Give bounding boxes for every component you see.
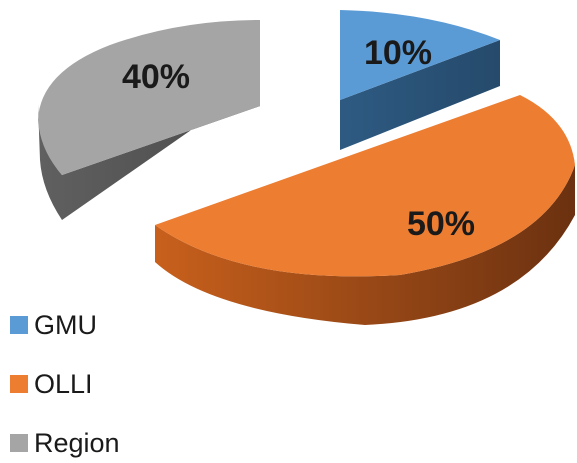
legend-swatch-gmu (10, 316, 28, 334)
legend-label-olli: OLLI (34, 368, 93, 399)
legend-label-gmu: GMU (34, 309, 97, 340)
slice-top-region (38, 20, 260, 175)
legend-item-region: Region (10, 428, 120, 458)
data-label-olli: 50% (407, 205, 475, 243)
slice-top-gmu (340, 10, 500, 100)
slice-side-region (38, 20, 260, 220)
pie-slice-gmu (340, 10, 500, 150)
data-label-gmu: 10% (364, 34, 432, 72)
legend-item-gmu: GMU (10, 310, 97, 340)
slice-side-olli (155, 165, 575, 325)
pie-slice-olli (155, 95, 575, 325)
legend-swatch-olli (10, 375, 28, 393)
slice-side-gmu (340, 40, 500, 150)
legend-swatch-region (10, 434, 28, 452)
legend-label-region: Region (34, 427, 120, 458)
pie-slice-region (38, 20, 260, 220)
slice-top-olli (155, 95, 575, 277)
legend-item-olli: OLLI (10, 369, 93, 399)
data-label-region: 40% (122, 58, 190, 96)
